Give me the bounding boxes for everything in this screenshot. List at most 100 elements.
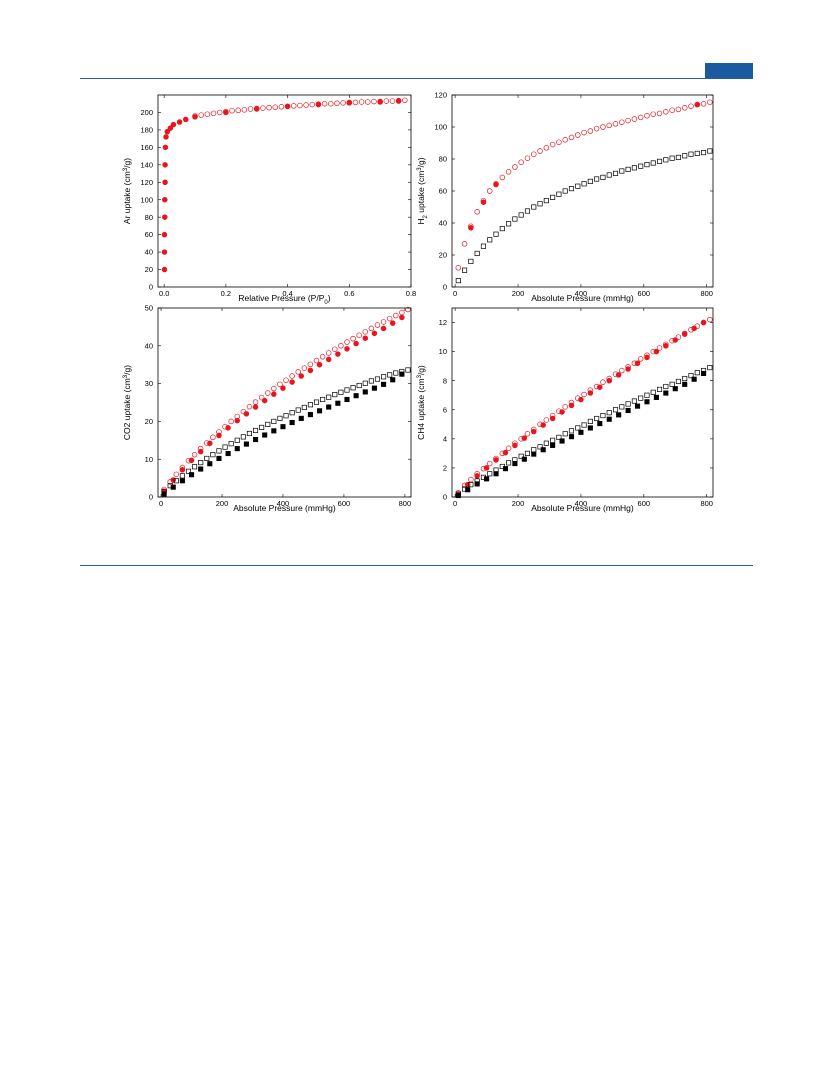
ar-data-point xyxy=(170,121,177,128)
h2-data-point xyxy=(506,221,512,227)
ar-data-point xyxy=(192,113,198,119)
ar-data-point xyxy=(223,108,229,115)
co2-data-point xyxy=(228,441,234,447)
co2-data-point xyxy=(350,385,356,391)
h2-data-point xyxy=(512,216,518,222)
h2-data-point xyxy=(594,176,600,182)
co2-data-point xyxy=(243,411,250,417)
h2-data-point xyxy=(631,116,638,122)
co2-data-point xyxy=(289,419,295,426)
co2-data-point xyxy=(262,432,268,438)
h2-data-point xyxy=(575,183,581,189)
ch4-data-point xyxy=(700,319,707,326)
ch4-panel: 0 200 400 600 800 0 2 4 6 8 10 12 Absolute Pressure … xyxy=(416,307,714,513)
co2-data-point xyxy=(207,461,213,467)
h2-data-point xyxy=(650,160,656,166)
co2-y-tick-label: 20 xyxy=(145,417,153,426)
ch4-data-point xyxy=(468,482,474,488)
ch4-data-point xyxy=(672,386,678,392)
ar-series-circle-filled xyxy=(161,98,402,273)
co2-data-point xyxy=(204,455,210,461)
co2-y-tick-label: 30 xyxy=(145,379,153,388)
ar-data-point xyxy=(321,100,328,107)
h2-data-point xyxy=(650,111,657,117)
ch4-data-point xyxy=(691,325,697,332)
h2-data-point xyxy=(487,237,493,243)
ar-y-tick-label: 20 xyxy=(145,265,153,274)
ar-data-point xyxy=(247,106,254,112)
co2-data-point xyxy=(283,413,289,419)
co2-data-point xyxy=(216,448,222,454)
ch4-data-point xyxy=(531,451,537,457)
ar-x-tick-label: 0.4 xyxy=(282,289,292,298)
co2-data-point xyxy=(258,394,265,401)
ch4-data-point xyxy=(531,428,537,435)
h2-data-point xyxy=(537,148,543,154)
h2-data-point xyxy=(493,181,499,188)
h2-data-point xyxy=(625,166,631,172)
co2-data-point xyxy=(362,389,368,395)
h2-data-point xyxy=(656,158,663,164)
ch4-data-point xyxy=(707,365,713,371)
ch4-x-tick-label: 200 xyxy=(512,499,525,508)
ch4-data-point xyxy=(575,425,581,431)
h2-data-point xyxy=(518,212,524,218)
ch4-data-point xyxy=(483,465,490,471)
ch4-data-point xyxy=(486,460,493,467)
co2-data-point xyxy=(393,312,399,319)
ch4-data-point xyxy=(506,460,512,466)
ar-data-point xyxy=(183,116,189,123)
ch4-data-point xyxy=(512,461,518,467)
ch4-data-point xyxy=(468,476,474,483)
ar-data-point xyxy=(176,119,183,125)
ch4-data-point xyxy=(600,379,606,385)
ch4-y-tick-label: 4 xyxy=(443,434,447,443)
ch4-data-point xyxy=(550,437,556,443)
ch4-data-point xyxy=(587,390,594,396)
co2-data-point xyxy=(313,357,320,364)
ch4-data-point xyxy=(634,360,641,366)
ar-data-point xyxy=(402,97,408,103)
ar-data-point xyxy=(358,99,365,105)
h2-series-square-open xyxy=(455,148,713,284)
co2-data-point xyxy=(381,374,387,380)
co2-y-tick-label: 10 xyxy=(145,455,153,464)
ar-data-point xyxy=(229,107,235,114)
ch4-data-point xyxy=(606,410,612,416)
co2-data-point xyxy=(188,472,195,478)
co2-data-point xyxy=(344,339,350,345)
co2-series-square-filled xyxy=(161,371,405,497)
ar-x-axis-label: Relative Pressure (P/P0) xyxy=(238,293,330,306)
ar-y-tick-label: 40 xyxy=(145,248,153,257)
h2-data-point xyxy=(587,128,594,134)
co2-data-point xyxy=(161,491,167,497)
co2-data-point xyxy=(192,464,198,470)
ch4-data-point xyxy=(484,476,490,482)
ar-data-point xyxy=(266,104,272,111)
co2-data-point xyxy=(264,390,271,396)
ch4-data-point xyxy=(682,375,688,382)
h2-y-tick-label: 60 xyxy=(439,187,447,196)
co2-data-point xyxy=(271,418,277,424)
co2-data-point xyxy=(261,397,268,404)
co2-data-point xyxy=(234,417,241,424)
ch4-data-point xyxy=(644,392,650,398)
h2-data-point xyxy=(524,155,531,161)
co2-data-point xyxy=(216,432,222,439)
ar-data-point xyxy=(162,214,168,220)
co2-data-point xyxy=(198,466,204,472)
co2-data-point xyxy=(319,354,326,360)
ar-y-axis-label: Ar uptake (cm3/g) xyxy=(122,158,132,224)
co2-data-point xyxy=(374,322,381,328)
h2-y-tick-label: 20 xyxy=(439,251,447,260)
ch4-data-point xyxy=(556,434,562,440)
ar-series-circle-open xyxy=(192,97,408,119)
co2-data-point xyxy=(289,373,295,379)
co2-x-tick-label: 200 xyxy=(216,499,229,508)
co2-y-tick-label: 0 xyxy=(149,493,153,502)
h2-data-point xyxy=(568,186,575,192)
ch4-data-point xyxy=(521,435,528,441)
ar-data-point xyxy=(162,196,168,203)
ar-x-tick-label: 0.0 xyxy=(159,289,169,298)
co2-data-point xyxy=(197,448,204,455)
